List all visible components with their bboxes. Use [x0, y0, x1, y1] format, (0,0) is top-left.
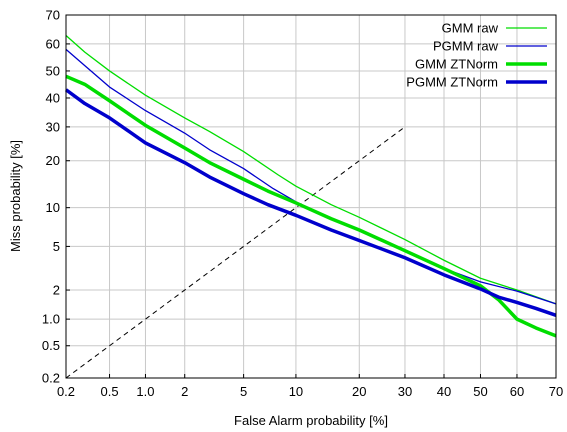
y-tick-label: 40 — [46, 90, 60, 105]
x-tick-label: 30 — [398, 384, 412, 399]
y-tick-label: 50 — [46, 63, 60, 78]
y-tick-label: 0.5 — [42, 338, 60, 353]
y-tick-label: 60 — [46, 36, 60, 51]
series-lines — [64, 35, 557, 338]
series-line-pgmm-raw — [65, 48, 557, 305]
y-tick-label: 10 — [46, 200, 60, 215]
legend-label: PGMM raw — [433, 39, 499, 54]
y-tick-label: 20 — [46, 153, 60, 168]
y-tick-label: 30 — [46, 119, 60, 134]
x-tick-label: 1.0 — [136, 384, 154, 399]
y-tick-label: 5 — [53, 239, 60, 254]
x-tick-label: 5 — [240, 384, 247, 399]
x-tick-label: 40 — [437, 384, 451, 399]
reference-line — [65, 126, 406, 379]
x-tick-label: 60 — [510, 384, 524, 399]
series-line-gmm-ztnorm — [65, 74, 557, 338]
legend: GMM raw PGMM raw GMM ZTNorm PGMM ZTNorm — [406, 21, 547, 90]
x-axis-label: False Alarm probability [%] — [234, 413, 388, 428]
legend-label: PGMM ZTNorm — [406, 75, 498, 90]
plot-frame — [65, 14, 557, 379]
series-line-pgmm-ztnorm — [64, 88, 557, 317]
x-tick-label: 0.5 — [100, 384, 118, 399]
y-tick-labels: 0.2 0.5 1.0 2 5 10 20 30 40 50 60 70 — [42, 8, 70, 386]
legend-label: GMM ZTNorm — [415, 57, 498, 72]
y-tick-label: 70 — [46, 8, 60, 23]
y-tick-label: 2 — [53, 283, 60, 298]
y-tick-label: 0.2 — [42, 371, 60, 386]
x-tick-label: 20 — [352, 384, 366, 399]
x-tick-label: 50 — [473, 384, 487, 399]
x-tick-labels: 0.2 0.5 1.0 2 5 10 20 30 40 50 60 70 — [57, 374, 563, 399]
x-tick-label: 2 — [181, 384, 188, 399]
x-tick-label: 10 — [289, 384, 303, 399]
y-axis-label: Miss probability [%] — [8, 140, 23, 252]
equal-error-reference-line — [65, 126, 406, 379]
legend-label: GMM raw — [442, 21, 499, 36]
x-tick-label: 70 — [549, 384, 563, 399]
x-tick-label: 0.2 — [57, 384, 75, 399]
series-line-gmm-raw — [65, 35, 557, 305]
y-tick-label: 1.0 — [42, 312, 60, 327]
